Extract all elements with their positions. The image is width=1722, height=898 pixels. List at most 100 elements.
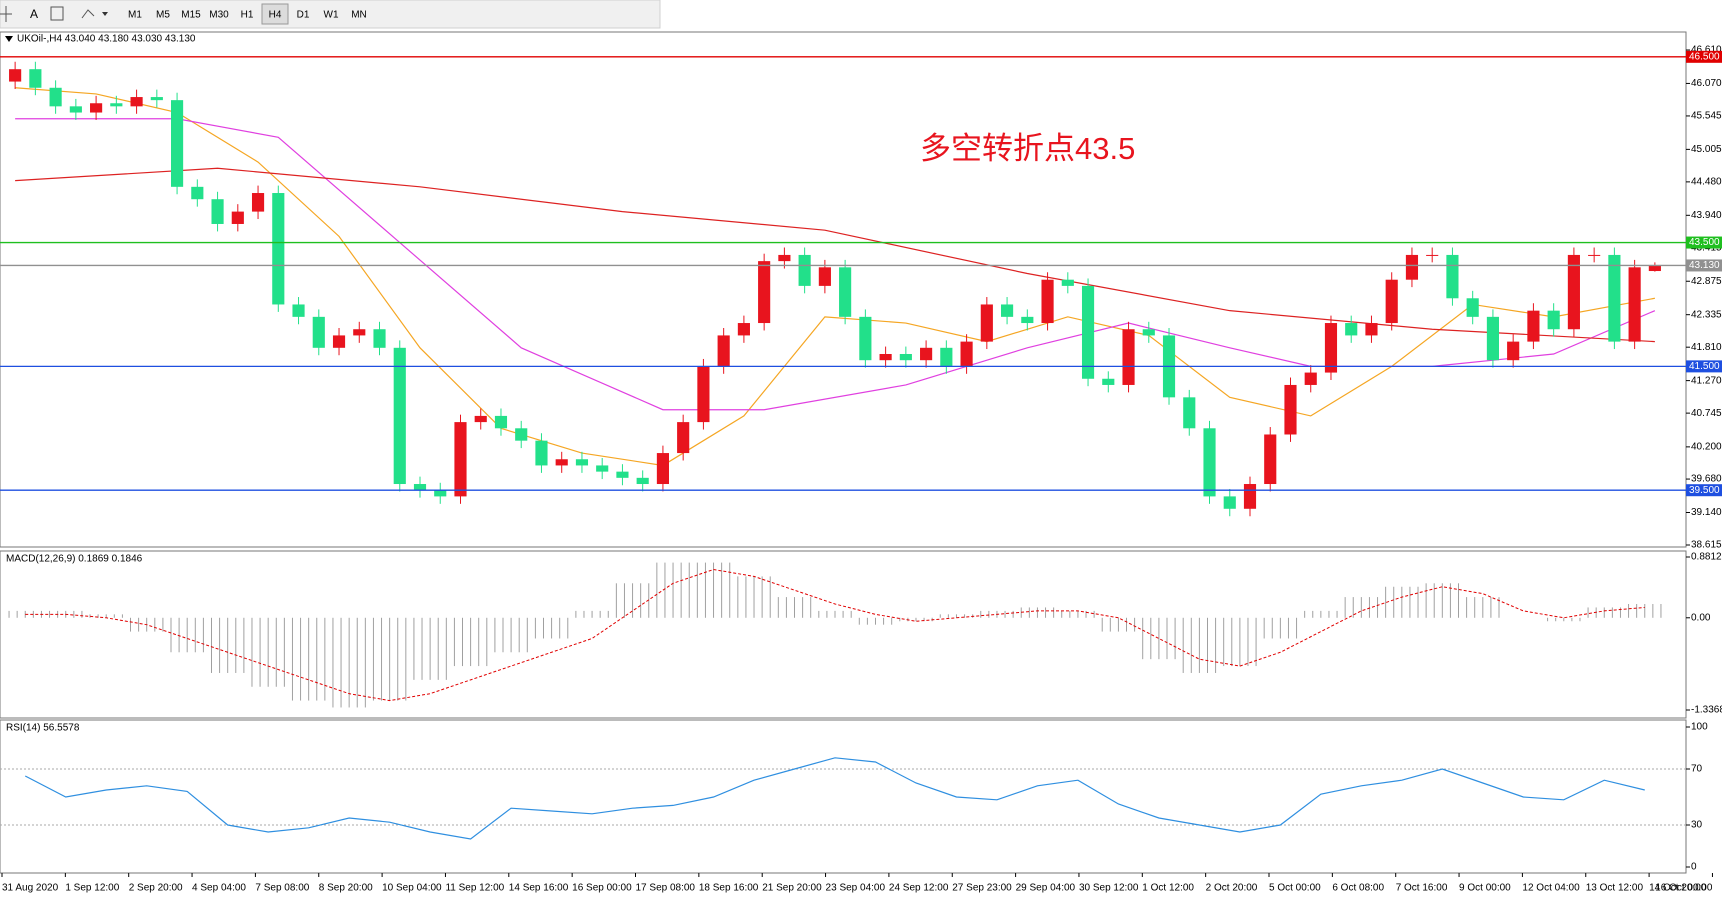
candle-body: [1081, 285, 1095, 379]
candle-body: [1183, 397, 1196, 429]
timeframe-label[interactable]: H1: [241, 10, 254, 21]
candle-body: [555, 459, 568, 466]
symbol-arrow: [5, 36, 13, 42]
candle-body: [798, 254, 811, 286]
x-tick-label: 24 Sep 12:00: [889, 883, 949, 894]
x-tick-label: 30 Sep 12:00: [1079, 883, 1139, 894]
x-tick-label: 16 Oct 00:00: [1655, 883, 1713, 894]
candle-body: [1345, 323, 1358, 336]
candle-body: [1142, 329, 1155, 336]
timeframe-label[interactable]: M1: [128, 10, 142, 21]
x-tick-label: 2 Sep 20:00: [129, 883, 183, 894]
y-tick-label: 45.005: [1691, 144, 1722, 155]
x-tick-label: 2 Oct 20:00: [1206, 883, 1258, 894]
x-tick-label: 18 Sep 16:00: [699, 883, 759, 894]
candle-body: [1608, 254, 1621, 342]
moving-average: [15, 167, 1655, 343]
x-tick-label: 29 Sep 04:00: [1016, 883, 1076, 894]
candle-body: [272, 193, 285, 305]
candle-body: [818, 267, 831, 286]
candle-body: [1567, 254, 1580, 330]
timeframe-button[interactable]: [318, 4, 344, 24]
macd-pane: [0, 550, 1687, 719]
y-tick-label: 41.810: [1691, 342, 1722, 353]
candle-body: [839, 267, 852, 317]
candle-body: [494, 415, 508, 429]
label-tool[interactable]: [50, 6, 64, 21]
timeframe-button[interactable]: [234, 4, 260, 24]
candle-body: [859, 316, 872, 361]
candle-body: [9, 69, 22, 82]
candle-body: [1426, 254, 1439, 256]
candle-body: [1001, 304, 1014, 317]
level-tag: [1686, 236, 1722, 249]
text-tool[interactable]: A: [30, 7, 38, 21]
timeframe-button[interactable]: [178, 4, 204, 24]
candle-body: [575, 459, 589, 466]
candle-body: [373, 329, 386, 348]
dropdown-arrow[interactable]: [102, 12, 108, 16]
timeframe-button[interactable]: [346, 4, 372, 24]
y-tick-label: 39.140: [1691, 507, 1722, 518]
timeframe-label[interactable]: H4: [269, 10, 282, 21]
timeframe-button[interactable]: [261, 3, 289, 25]
x-tick-label: 31 Aug 2020: [2, 883, 59, 894]
candle-body: [1264, 434, 1277, 485]
timeframe-button[interactable]: [290, 4, 316, 24]
candle-body: [879, 353, 892, 361]
x-tick-label: 6 Oct 08:00: [1332, 883, 1384, 894]
x-tick-label: 1 Sep 12:00: [65, 883, 119, 894]
candle-body: [1041, 279, 1054, 324]
x-tick-label: 11 Sep 12:00: [445, 883, 504, 894]
timeframe-label[interactable]: W1: [324, 10, 339, 21]
candle-body: [1648, 265, 1661, 272]
candle-body: [474, 415, 487, 423]
timeframe-label[interactable]: MN: [351, 10, 367, 21]
candle-body: [636, 477, 649, 485]
level-label: 43.130: [1689, 260, 1720, 271]
y-tick-label: 0.00: [1691, 612, 1711, 623]
candle-body: [1304, 372, 1317, 385]
candle-body: [110, 103, 123, 107]
candle-body: [1405, 254, 1419, 280]
x-tick-label: 16 Sep 00:00: [572, 883, 632, 894]
x-tick-label: 9 Oct 00:00: [1459, 883, 1511, 894]
candle-body: [535, 440, 548, 466]
candle-body: [90, 103, 103, 113]
timeframe-button[interactable]: [206, 4, 232, 24]
candle-body: [251, 193, 265, 212]
moving-average: [15, 87, 1655, 467]
shapes-tool[interactable]: [81, 9, 95, 19]
timeframe-label[interactable]: M5: [156, 10, 170, 21]
candle-body: [150, 97, 163, 101]
level-tag: [1686, 259, 1722, 272]
candle-body: [1385, 279, 1398, 324]
level-label: 39.500: [1689, 485, 1720, 496]
y-tick-label: 40.200: [1691, 442, 1722, 453]
level-label: 41.500: [1689, 361, 1720, 372]
candle-body: [1547, 310, 1560, 330]
candle-body: [940, 347, 953, 367]
candle-body: [656, 453, 669, 485]
y-tick-label: 42.335: [1691, 309, 1722, 320]
timeframe-button[interactable]: [122, 4, 148, 24]
x-tick-label: 21 Sep 20:00: [762, 883, 822, 894]
y-tick-label: 39.680: [1691, 474, 1722, 485]
candle-body: [960, 341, 973, 367]
x-tick-label: 27 Sep 23:00: [952, 883, 1012, 894]
y-tick-label: 44.480: [1691, 177, 1722, 188]
candle-body: [332, 335, 346, 348]
timeframe-label[interactable]: D1: [297, 10, 310, 21]
timeframe-button[interactable]: [150, 4, 176, 24]
y-tick-label: 42.875: [1691, 276, 1722, 287]
y-tick-label: 40.745: [1691, 408, 1722, 419]
candle-body: [49, 87, 62, 107]
candle-body: [29, 69, 42, 88]
rsi-pane: [0, 719, 1687, 874]
timeframe-label[interactable]: M15: [181, 10, 201, 21]
timeframe-label[interactable]: M30: [209, 10, 229, 21]
candle-body: [616, 471, 629, 478]
candle-body: [778, 254, 791, 262]
x-tick-label: 7 Sep 08:00: [255, 883, 309, 894]
